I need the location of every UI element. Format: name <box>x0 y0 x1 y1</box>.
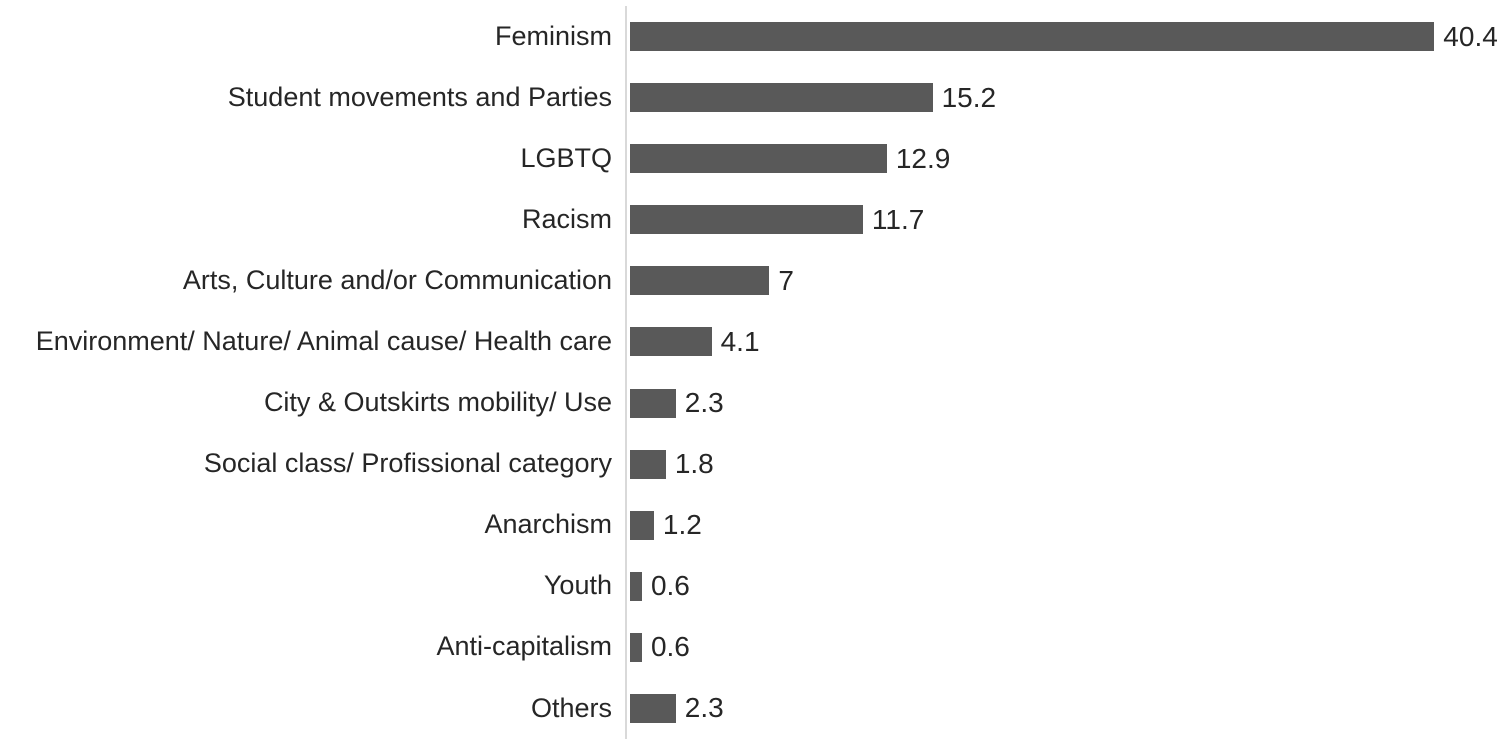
category-label: LGBTQ <box>520 142 612 173</box>
bar <box>630 144 887 174</box>
value-label: 15.2 <box>941 81 997 113</box>
value-label: 1.2 <box>662 509 702 541</box>
plot-area: 1.2 <box>625 494 1500 556</box>
category-label: Racism <box>521 203 612 234</box>
category-label: Arts, Culture and/or Communication <box>182 265 612 295</box>
category-label: Feminism <box>494 20 612 51</box>
value-label: 0.6 <box>650 570 690 602</box>
category-label: Youth <box>543 570 612 601</box>
plot-area: 40.4 <box>625 6 1500 68</box>
plot-area: 1.8 <box>625 433 1500 495</box>
category-label: Student movements and Parties <box>227 81 612 112</box>
bar <box>630 83 933 113</box>
plot-area: 2.3 <box>625 372 1500 434</box>
bar <box>630 449 666 479</box>
plot-area: 4.1 <box>625 311 1500 373</box>
bar <box>630 22 1435 52</box>
chart-row: Anti-capitalism 0.6 <box>0 616 1500 678</box>
category-label: Social class/ Profissional category <box>203 448 612 479</box>
value-label: 40.4 <box>1443 20 1498 52</box>
bar <box>630 632 642 662</box>
chart-row: Youth 0.6 <box>0 555 1500 617</box>
value-label: 11.7 <box>871 203 925 235</box>
value-label: 7 <box>778 264 794 296</box>
bar <box>630 388 676 418</box>
bar <box>630 571 642 601</box>
bar <box>630 327 712 357</box>
chart-row: Others 2.3 <box>0 677 1500 739</box>
chart-row: Environment/ Nature/ Animal cause/ Healt… <box>0 311 1500 373</box>
value-label: 2.3 <box>684 692 724 724</box>
chart-row: Arts, Culture and/or Communication 7 <box>0 250 1500 312</box>
value-label: 1.8 <box>674 448 714 480</box>
plot-area: 11.7 <box>625 189 1500 251</box>
chart-row: Social class/ Profissional category 1.8 <box>0 433 1500 495</box>
chart-row: Racism 11.7 <box>0 189 1500 251</box>
plot-area: 0.6 <box>625 616 1500 678</box>
bar <box>630 510 654 540</box>
chart-row: LGBTQ 12.9 <box>0 128 1500 190</box>
category-label: Anti-capitalism <box>436 631 612 662</box>
chart-row: City & Outskirts mobility/ Use 2.3 <box>0 372 1500 434</box>
category-label: Others <box>530 692 612 723</box>
plot-area: 15.2 <box>625 67 1500 129</box>
bar <box>630 205 863 235</box>
plot-area: 7 <box>625 250 1500 312</box>
chart-row: Feminism 40.4 <box>0 6 1500 68</box>
plot-area: 2.3 <box>625 677 1500 739</box>
category-label: Environment/ Nature/ Animal cause/ Healt… <box>35 326 612 357</box>
category-label: City & Outskirts mobility/ Use <box>263 387 612 418</box>
chart-row: Student movements and Parties 15.2 <box>0 67 1500 129</box>
plot-area: 12.9 <box>625 128 1500 190</box>
value-label: 0.6 <box>650 631 690 663</box>
bar <box>630 266 770 296</box>
chart-row: Anarchism 1.2 <box>0 494 1500 556</box>
plot-area: 0.6 <box>625 555 1500 617</box>
category-label: Anarchism <box>484 509 612 540</box>
value-label: 12.9 <box>895 142 951 174</box>
bar <box>630 693 676 723</box>
value-label: 4.1 <box>720 325 760 357</box>
value-label: 2.3 <box>684 387 724 418</box>
